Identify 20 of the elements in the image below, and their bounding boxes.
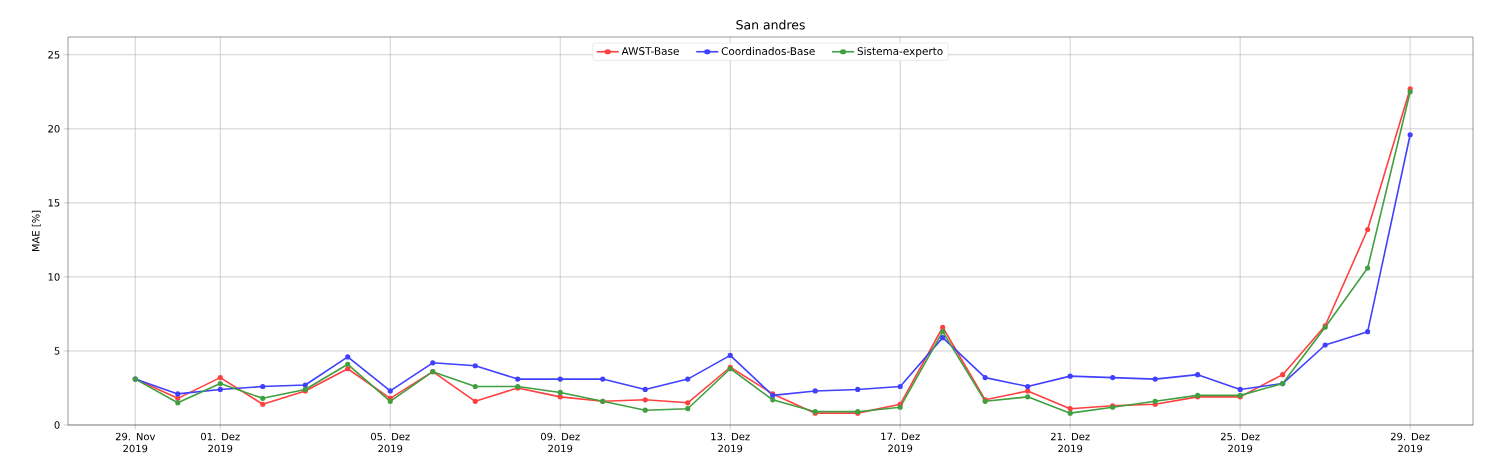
y-axis-title: MAE [%] bbox=[31, 210, 41, 252]
x-tick-label: 25. Dez 2019 bbox=[1220, 432, 1260, 453]
x-tick-label: 01. Dez 2019 bbox=[201, 432, 240, 453]
y-tick-label: 15 bbox=[48, 199, 60, 207]
y-tick-label: 5 bbox=[54, 347, 60, 355]
chart-title: San andres bbox=[736, 19, 805, 30]
x-tick-label: 05. Dez 2019 bbox=[370, 432, 410, 453]
x-tick-label: 13. Dez 2019 bbox=[711, 432, 750, 453]
x-tick-label: 09. Dez 2019 bbox=[540, 432, 580, 453]
y-tick-label: 0 bbox=[54, 421, 60, 429]
legend-label: AWST-Base bbox=[621, 47, 679, 55]
legend-label: Coordinados-Base bbox=[721, 47, 815, 56]
x-tick-label: 29. Dez 2019 bbox=[1390, 432, 1430, 453]
x-tick-label: 17. Dez 2019 bbox=[881, 432, 920, 453]
x-tick-label: 21. Dez 2019 bbox=[1050, 432, 1090, 453]
legend-label: Sistema-experto bbox=[857, 47, 943, 58]
y-tick-label: 25 bbox=[48, 50, 60, 59]
y-tick-label: 10 bbox=[48, 273, 60, 281]
y-tick-label: 20 bbox=[48, 125, 60, 133]
x-tick-label: 29. Nov 2019 bbox=[115, 432, 156, 453]
